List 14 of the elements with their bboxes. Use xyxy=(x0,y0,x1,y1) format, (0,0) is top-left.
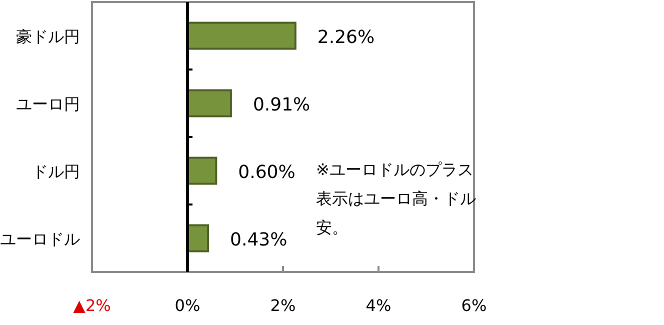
y-tick-label: ドル円 xyxy=(32,162,80,181)
data-label: 0.43% xyxy=(230,229,288,250)
annotation: ※ユーロドルのプラス表示はユーロ高・ドル安。 xyxy=(316,159,477,239)
y-tick-label: ユーロドル xyxy=(0,229,80,248)
x-tick-label: 2% xyxy=(270,296,296,315)
x-tick-label: 4% xyxy=(366,296,392,315)
y-tick-label: 豪ドル円 xyxy=(16,26,80,46)
data-label: 0.60% xyxy=(238,162,296,183)
x-tick-label: ▲2% xyxy=(73,296,111,315)
data-label: 2.26% xyxy=(317,26,375,48)
x-tick-label: 6% xyxy=(461,296,487,315)
x-tick-label: 0% xyxy=(174,296,200,315)
data-label: 0.91% xyxy=(252,94,310,116)
y-tick-label: ユーロ円 xyxy=(16,94,80,114)
